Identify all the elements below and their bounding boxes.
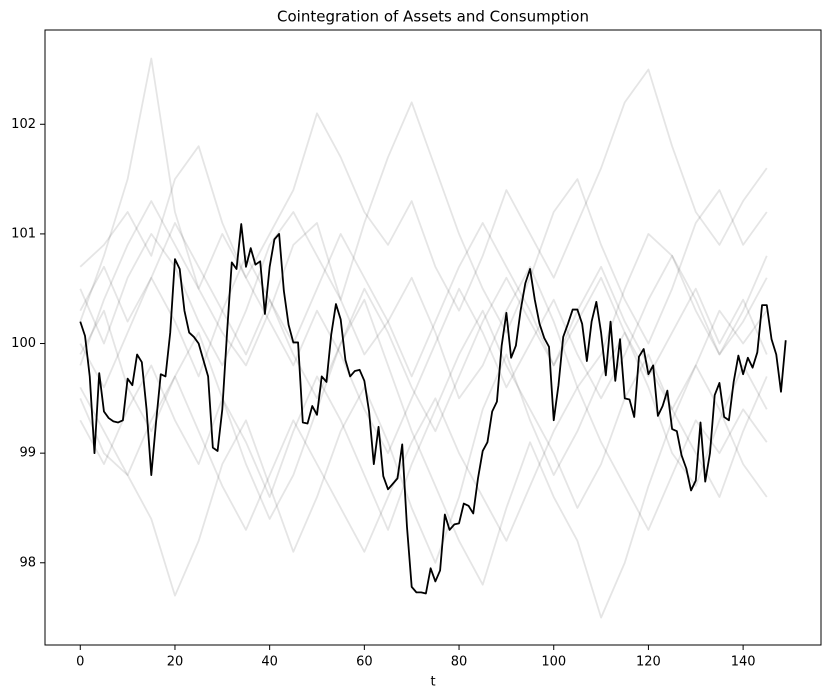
series-line <box>79 298 768 619</box>
y-tick-label: 99 <box>19 446 36 461</box>
y-tick-label: 102 <box>11 117 36 132</box>
series-line <box>79 101 768 367</box>
series-line <box>79 331 768 597</box>
series-line <box>79 223 787 595</box>
x-tick-label: 80 <box>451 655 468 670</box>
x-tick-label: 60 <box>356 655 373 670</box>
y-tick-label: 98 <box>19 555 36 570</box>
chart-title: Cointegration of Assets and Consumption <box>277 8 589 26</box>
x-tick-label: 140 <box>731 655 756 670</box>
series-line <box>79 222 768 378</box>
series-line <box>79 375 768 553</box>
y-tick-label: 101 <box>11 226 36 241</box>
series-line <box>79 309 768 531</box>
plot-frame <box>44 29 822 646</box>
x-tick-label: 120 <box>636 655 661 670</box>
series-line <box>79 57 768 400</box>
x-tick-label: 40 <box>261 655 278 670</box>
y-tick-label: 100 <box>11 336 36 351</box>
x-tick-label: 100 <box>541 655 566 670</box>
series-line <box>79 200 768 455</box>
x-axis-label: t <box>430 675 435 690</box>
x-tick-label: 0 <box>76 655 84 670</box>
series-line <box>79 68 768 312</box>
x-tick-label: 20 <box>167 655 184 670</box>
series-line <box>79 254 768 433</box>
